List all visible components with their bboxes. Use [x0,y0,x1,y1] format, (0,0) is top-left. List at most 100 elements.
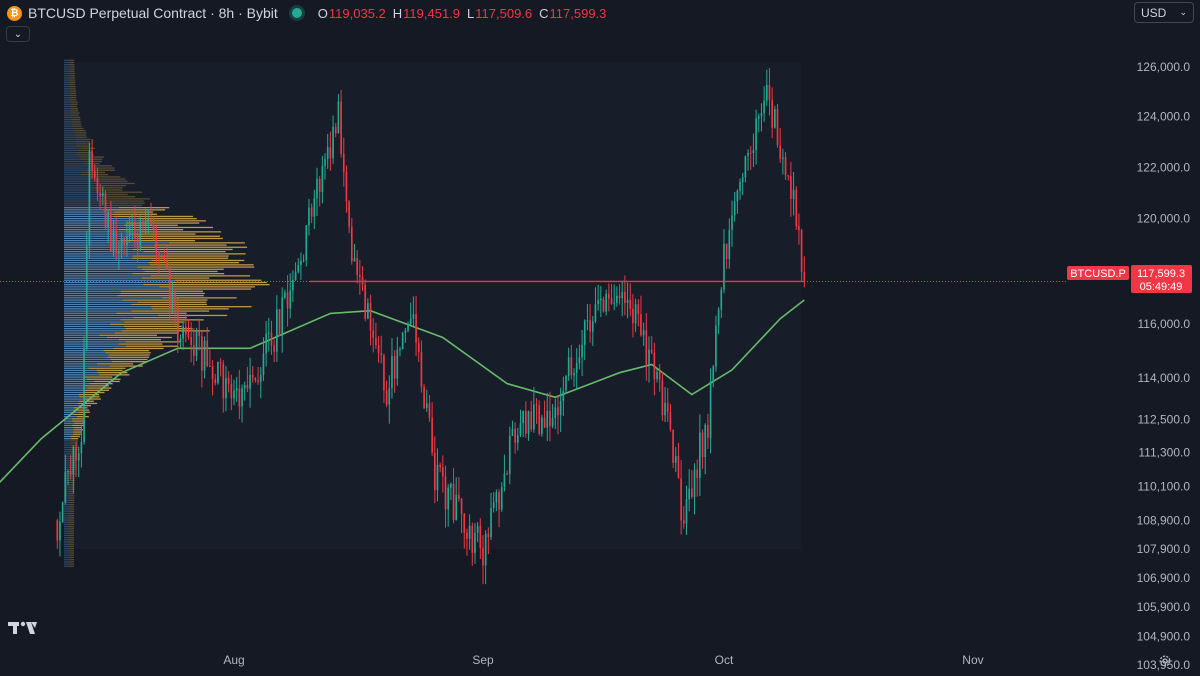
vp-sell-bar [142,268,224,270]
vp-sell-bar [68,539,75,541]
time-axis[interactable]: Aug Sep Oct Nov [223,653,983,667]
vp-buy-bar [64,319,121,321]
candle-body [289,290,292,309]
vp-buy-bar [64,105,70,108]
candle-body [704,424,707,457]
vp-sell-bar [81,147,95,149]
vp-sell-bar [68,468,76,471]
collapse-legend-button[interactable]: ⌄ [6,26,30,42]
vp-buy-bar [64,512,69,515]
bitcoin-icon[interactable]: ₿ [7,5,22,21]
vp-sell-bar [118,343,163,345]
candle-body [452,483,455,520]
candle-body [653,353,656,379]
candle-body [774,109,776,128]
vp-buy-bar [64,462,71,464]
candle-body [56,520,59,541]
candle-body [158,252,160,257]
candle-body [616,295,618,303]
vp-buy-bar [64,97,70,99]
candle-body [388,388,391,405]
vp-buy-bar [64,257,132,259]
vp-buy-bar [64,237,138,240]
vp-buy-bar [64,83,70,86]
candle-body [691,488,693,497]
vp-buy-bar [64,477,71,479]
symbol-title[interactable]: BTCUSD Perpetual Contract · 8h · Bybit [28,5,278,21]
vp-sell-bar [125,341,180,343]
candle-body [450,483,452,488]
vp-sell-bar [98,185,127,187]
vp-buy-bar [64,88,70,90]
vp-buy-bar [64,433,73,435]
vp-sell-bar [143,251,226,253]
vp-sell-bar [68,521,75,523]
vp-buy-bar [64,523,70,526]
vp-buy-bar [64,176,88,178]
candle-body [715,325,717,367]
vp-sell-bar [131,257,229,259]
vp-sell-bar [69,105,77,108]
currency-select[interactable]: USD ⌄ [1134,2,1194,23]
vp-buy-bar [64,345,126,347]
vp-sell-bar [117,295,204,297]
vp-buy-bar [64,499,69,501]
vp-buy-bar [64,235,134,237]
vp-sell-bar [116,312,187,314]
vp-sell-bar [154,244,227,246]
vp-buy-bar [64,453,71,455]
candle-body [717,309,720,326]
vp-buy-bar [64,231,142,233]
candle-body [516,435,519,443]
vp-sell-bar [141,231,222,233]
candle-body [744,156,747,178]
tradingview-logo-icon[interactable] [8,620,38,636]
candle-body [412,314,415,319]
y-tick-label: 124,000.0 [1137,110,1191,124]
vp-buy-bar [64,251,144,253]
candle-body [790,175,792,199]
candle-body [318,178,321,192]
vp-buy-bar [64,455,70,457]
vp-sell-bar [145,220,206,222]
vp-sell-bar [69,545,75,548]
candle-body [278,309,281,336]
vp-sell-bar [109,365,143,367]
candle-body [174,290,176,308]
vp-buy-bar [64,233,131,235]
vp-sell-bar [132,273,225,275]
vp-sell-bar [108,198,150,200]
vp-buy-bar [64,70,70,72]
vp-buy-bar [64,90,71,92]
vp-sell-bar [97,363,134,365]
candle-body [677,456,680,479]
vp-buy-bar [64,559,70,561]
candle-body [182,326,184,339]
vp-sell-bar [133,317,187,319]
price-axis[interactable]: 126,000.0124,000.0122,000.0120,000.0118,… [1137,60,1191,672]
vp-sell-bar [73,407,88,409]
vp-sell-bar [151,306,252,308]
candle-body [543,417,546,428]
candle-body [399,349,401,351]
candle-body [257,380,259,383]
candle-body [77,453,80,461]
candle-body [514,428,516,443]
vp-sell-bar [107,356,150,358]
candle-body [350,226,353,262]
currency-value: USD [1141,5,1167,20]
vp-sell-bar [123,224,178,226]
vp-sell-bar [68,482,75,484]
candle-body [131,223,134,226]
vp-sell-bar [167,253,246,255]
gear-icon[interactable] [1158,654,1172,668]
candle-body [342,153,345,173]
vp-buy-bar [64,475,69,477]
vp-sell-bar [103,350,150,352]
candle-body [707,424,709,438]
candle-body [784,157,787,176]
vp-sell-bar [82,391,105,394]
vp-buy-bar [64,156,81,158]
